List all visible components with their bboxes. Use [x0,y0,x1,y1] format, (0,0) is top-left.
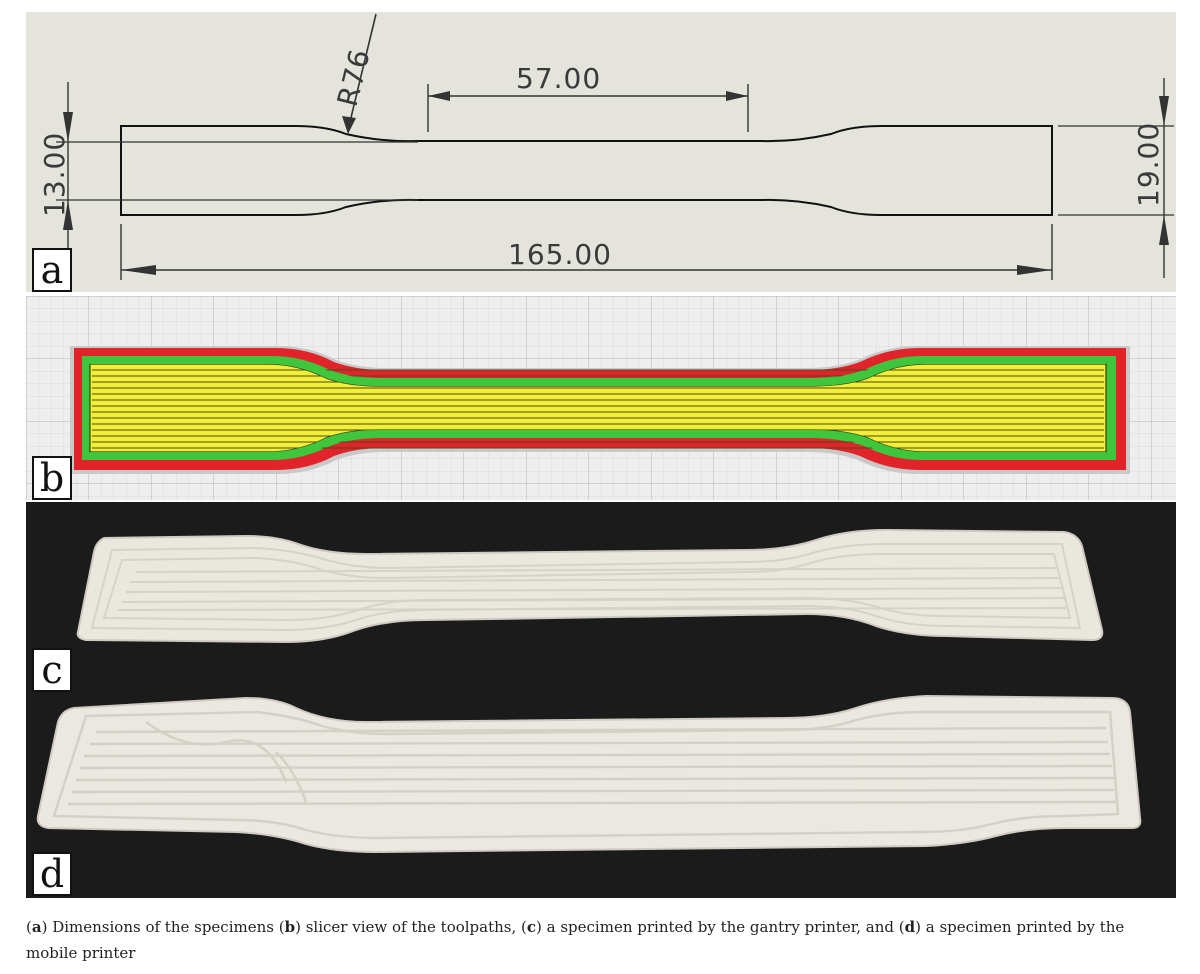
caption-text: ) Dimensions of the specimens ( [41,918,285,936]
panel-d-label: d [32,852,72,896]
total-length-dimension: 165.00 [508,238,612,271]
panel-c-label: c [32,648,72,692]
dimension-drawing: R76 57.00 165.00 13.00 19.00 [38,13,1174,280]
radius-dimension: R76 [331,45,377,109]
specimen-body [36,694,1142,854]
grip-width-dimension: 19.00 [1132,122,1165,207]
caption-panel-ref: c [526,918,537,936]
gauge-width-dimension: 13.00 [38,132,71,217]
caption-panel-ref: a [31,918,42,936]
panel-b-slicer-view: b [26,296,1176,500]
specimen-body [76,528,1104,644]
specimen-outline [120,125,1053,216]
gantry-specimen [76,528,1104,644]
panel-d-mobile-specimen-photo: d [26,692,1176,898]
gauge-length-dimension: 57.00 [516,62,601,95]
caption-panel-ref: b [284,918,296,936]
panel-a-label: a [32,248,72,292]
mobile-specimen [36,694,1142,854]
caption-text: ( [26,918,32,936]
figure-caption: (a) Dimensions of the specimens (b) slic… [26,914,1176,966]
panel-c-gantry-specimen-photo: c [26,502,1176,692]
panel-a-drawing: R76 57.00 165.00 13.00 19.00 a [26,12,1176,292]
panel-b-label: b [32,456,72,500]
slicer-toolpaths [26,296,1176,500]
caption-panel-ref: d [904,918,916,936]
caption-text: ) a specimen printed by the gantry print… [536,918,905,936]
caption-text: ) slicer view of the toolpaths, ( [295,918,527,936]
caption-text: ) a specimen printed by the mobile print… [26,918,1125,962]
